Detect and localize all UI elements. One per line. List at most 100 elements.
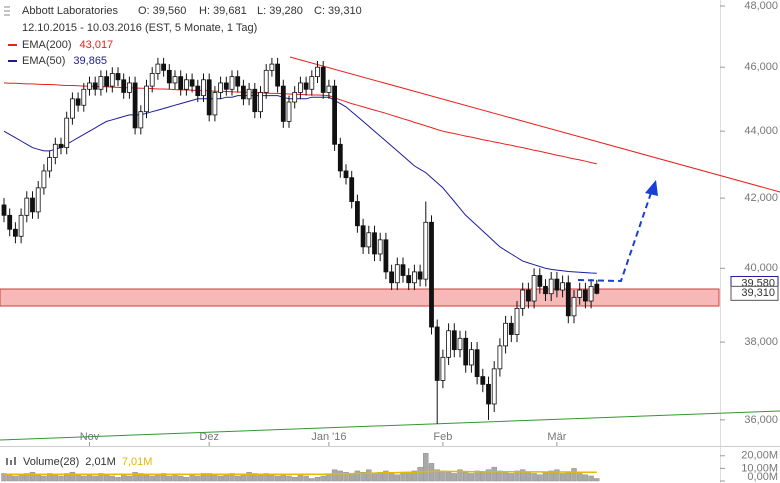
volume-bar [559, 473, 566, 482]
volume-icon [14, 457, 16, 465]
ohlc-label: L: 39,280 [257, 5, 303, 17]
volume-bar [35, 474, 41, 482]
y-tick-label: 40,000 [744, 262, 778, 274]
candle-body [411, 271, 417, 284]
candle-body [121, 79, 127, 93]
price-tag-label: 39,310 [741, 287, 775, 299]
candle-body [526, 289, 531, 302]
candle-body [52, 143, 58, 158]
candle-body [583, 289, 588, 302]
candle-body [315, 66, 320, 78]
volume-bar [423, 453, 429, 482]
candle-body [292, 92, 298, 103]
volume-bar [12, 475, 19, 482]
volume-bar [451, 473, 457, 482]
candle-body [218, 82, 224, 93]
candle-body [64, 117, 70, 149]
candle-body [297, 82, 303, 93]
volume-bar [63, 473, 70, 482]
volume-bar [143, 474, 150, 482]
candle-body [543, 285, 548, 295]
volume-bar [126, 475, 133, 482]
y-tick-label: 44,000 [744, 125, 778, 137]
volume-bar [155, 474, 161, 482]
volume-bar [149, 475, 155, 482]
candle-body [183, 79, 189, 90]
subtitle: 12.10.2015 - 10.03.2016 (EST, 5 Monate, … [22, 22, 257, 34]
candle-body [275, 63, 281, 87]
candle-body [537, 275, 543, 287]
volume-bar [292, 477, 298, 482]
volume-bar [217, 475, 224, 482]
candle-body [166, 69, 172, 84]
candle-body [223, 82, 229, 90]
candle-body [434, 326, 440, 381]
volume-bar [115, 477, 121, 482]
volume-bar [160, 473, 167, 482]
legend-label: EMA(50) [22, 55, 65, 67]
volume-bar [177, 475, 184, 482]
volume-bar [520, 469, 526, 482]
volume-bar [58, 475, 64, 482]
candle-body [577, 289, 583, 298]
volume-average-legend: 7,01M [122, 456, 153, 468]
volume-bar [246, 471, 252, 482]
candle-body [508, 322, 514, 335]
volume-bar [286, 475, 292, 482]
volume-bar [343, 471, 349, 482]
candle-body [372, 232, 377, 255]
candle-body [446, 330, 452, 358]
candle-body [24, 197, 30, 216]
y-tick-label: 38,000 [744, 336, 778, 348]
volume-bar [417, 466, 423, 482]
volume-bar [1, 473, 7, 482]
volume-bar [491, 466, 497, 482]
candle-body [109, 73, 115, 87]
candle-body [280, 85, 286, 122]
volume-bar [354, 470, 361, 482]
volume-bar [252, 473, 258, 482]
volume-bar [29, 471, 36, 482]
candle-body [92, 82, 98, 90]
volume-bar [331, 469, 338, 482]
candle-body [354, 201, 360, 227]
volume-bar [577, 473, 583, 482]
volume-bar [257, 474, 264, 482]
volume-bar [223, 474, 230, 482]
candle-body [343, 170, 349, 179]
candle-body [104, 76, 109, 87]
volume-bar [269, 474, 275, 482]
legend-value: 39,865 [73, 55, 107, 67]
volume-bar [263, 473, 269, 482]
volume-bar [81, 475, 87, 482]
candle-body [1, 204, 7, 216]
candle-body [235, 76, 241, 87]
drawings [0, 56, 780, 441]
volume-bar [172, 474, 178, 482]
candle-body [326, 85, 332, 93]
candle-body [41, 170, 47, 189]
volume-bar [457, 469, 463, 482]
candle-body [195, 85, 201, 97]
volume-bar [234, 475, 241, 482]
volume-bar [502, 471, 509, 482]
volume-bar [388, 473, 395, 482]
volume-bar [86, 474, 93, 482]
y-tick-label: 36,000 [744, 414, 778, 426]
plot [1, 57, 600, 424]
volume-bar [394, 474, 400, 482]
candle-body [178, 76, 184, 90]
x-tick-label: Nov [80, 431, 100, 443]
candle-body [138, 111, 144, 129]
candle-body [514, 308, 520, 335]
candle-body [337, 143, 343, 172]
candle-body [127, 82, 132, 93]
volume-bar [514, 470, 520, 482]
volume-bar [371, 473, 378, 482]
candle-body [81, 88, 87, 106]
forecast-path [577, 189, 653, 283]
candle-body [70, 98, 75, 119]
volume-bar [309, 478, 315, 482]
